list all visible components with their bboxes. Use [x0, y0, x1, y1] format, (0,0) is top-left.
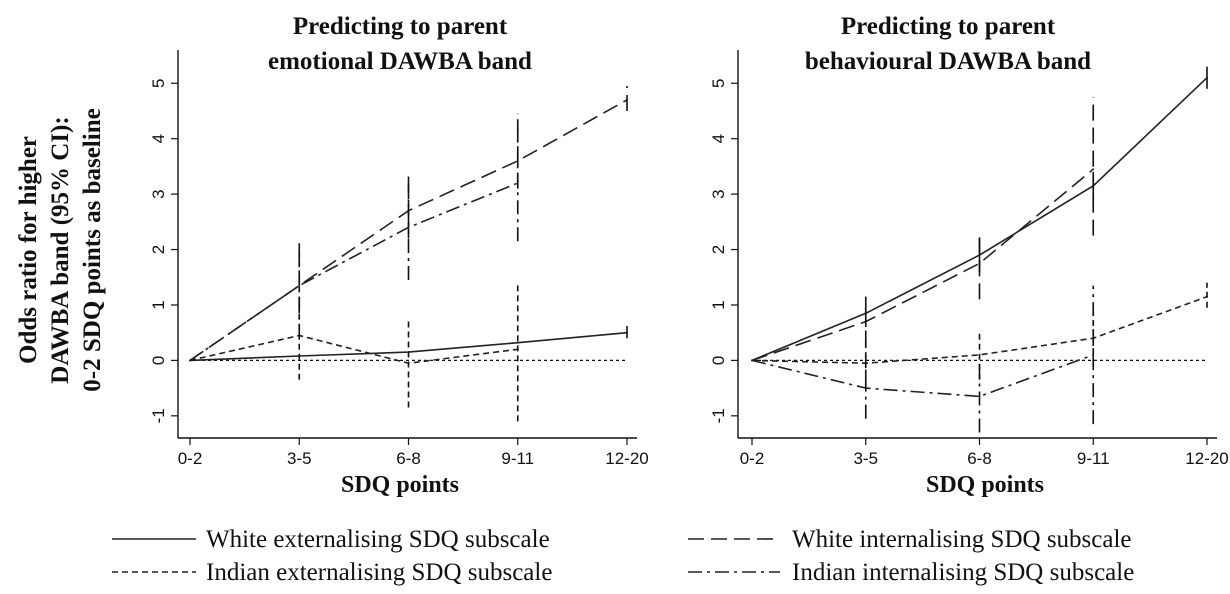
x-tick-label: 12-20 [1185, 449, 1228, 468]
right-chart-panel: Predicting to parent behavioural DAWBA ba… [709, 13, 1229, 498]
chart-title-line-1: Predicting to parent [293, 13, 508, 40]
data-point [751, 359, 753, 362]
data-point [298, 284, 301, 287]
y-tick-label: 3 [709, 189, 728, 198]
chart-title-line-2: emotional DAWBA band [268, 48, 532, 75]
y-tick-label: 4 [709, 134, 728, 143]
x-tick-label: 6-8 [967, 449, 992, 468]
y-tick-label: 2 [149, 245, 168, 254]
series-line-dashdot [189, 182, 519, 362]
series-line-solid [751, 77, 1208, 362]
y-axis-label-line-1: Odds ratio for higher [15, 136, 42, 364]
y-tick-label: 5 [149, 79, 168, 88]
legend-label: Indian externalising SDQ subscale [206, 559, 552, 586]
y-tick-label: 0 [709, 356, 728, 365]
data-point [1092, 353, 1095, 356]
data-point [407, 226, 410, 229]
series-line-shortdash [751, 295, 1208, 365]
y-tick-label: 1 [149, 300, 168, 309]
y-tick-label: 3 [149, 189, 168, 198]
y-tick-label: 2 [709, 245, 728, 254]
data-point [1092, 168, 1095, 171]
x-tick-label: 0-2 [178, 449, 203, 468]
series-line-longdash [751, 168, 1094, 362]
y-axis-label: Odds ratio for higher DAWBA band (95% CI… [15, 108, 106, 391]
y-tick-label: -1 [709, 408, 728, 423]
y-tick-label: 4 [149, 134, 168, 143]
y-tick-label: -1 [149, 408, 168, 423]
series-line-dashdot [751, 354, 1094, 398]
y-axis-label-line-3: 0-2 SDQ points as baseline [79, 108, 106, 391]
legend-label: White externalising SDQ subscale [206, 526, 550, 553]
x-tick-label: 9-11 [501, 449, 534, 468]
x-tick-label: 6-8 [396, 449, 421, 468]
y-axis-label-line-2: DAWBA band (95% CI): [47, 116, 74, 383]
data-point [516, 341, 519, 344]
x-tick-label: 12-20 [605, 449, 648, 468]
y-tick-label: 0 [149, 356, 168, 365]
y-tick-label: 5 [709, 79, 728, 88]
data-point [189, 359, 191, 362]
chart-title-line-1: Predicting to parent [841, 13, 1056, 40]
legend-label: White internalising SDQ subscale [792, 526, 1132, 553]
x-tick-label: 3-5 [287, 449, 312, 468]
y-tick-label: 1 [709, 300, 728, 309]
left-chart-panel: Predicting to parent emotional DAWBA band… [149, 13, 649, 498]
legend: White externalising SDQ subscale White in… [112, 526, 1134, 586]
x-axis-label: SDQ points [926, 472, 1044, 498]
x-tick-label: 9-11 [1077, 449, 1110, 468]
x-tick-label: 0-2 [740, 449, 765, 468]
legend-label: Indian internalising SDQ subscale [792, 559, 1134, 586]
x-tick-label: 3-5 [853, 449, 878, 468]
chart-title-line-2: behavioural DAWBA band [805, 48, 1091, 75]
x-axis-label: SDQ points [341, 472, 459, 498]
